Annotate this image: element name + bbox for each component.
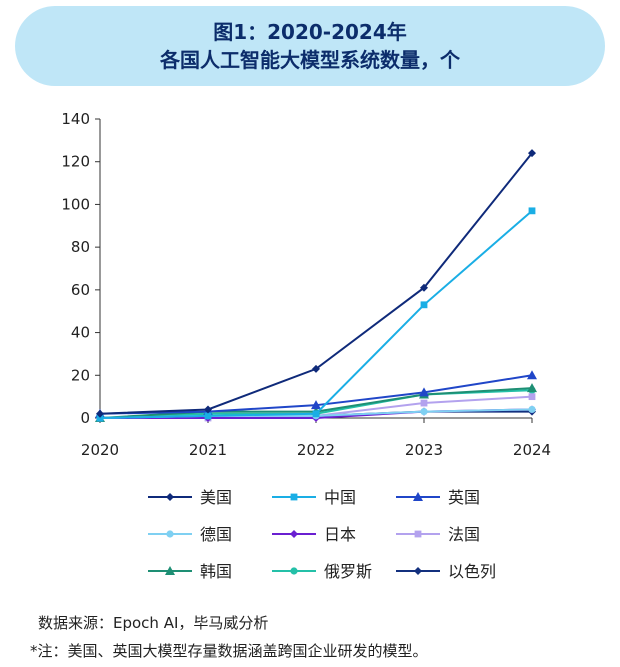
series-line-0 <box>99 152 533 415</box>
data-point-2-3 <box>419 387 429 397</box>
y-tick-label: 120 <box>61 153 90 171</box>
data-point-0-2 <box>312 364 320 373</box>
legend-label-8: 以色列 <box>448 562 496 581</box>
x-tick-label: 2023 <box>405 441 443 459</box>
legend-label-7: 俄罗斯 <box>324 562 372 581</box>
data-point-1-0 <box>96 414 104 422</box>
y-tick-label: 140 <box>61 110 90 128</box>
legend-label-0: 美国 <box>200 488 232 507</box>
x-tick-label: 2022 <box>297 441 335 459</box>
y-tick-label: 40 <box>71 324 90 342</box>
chart-title-line2: 各国人工智能大模型系统数量，个 <box>160 48 460 72</box>
y-tick-label: 80 <box>71 238 90 256</box>
legend-marker-8 <box>414 567 422 575</box>
legend-marker-0 <box>166 493 174 501</box>
legend-label-5: 法国 <box>448 525 480 544</box>
data-point-3-4 <box>528 405 536 414</box>
legend-marker-5 <box>414 530 422 538</box>
x-tick-label: 2024 <box>513 441 551 459</box>
data-source: 数据来源：Epoch AI，毕马威分析 <box>38 614 269 632</box>
data-point-1-4 <box>528 207 536 215</box>
legend-marker-1 <box>290 493 298 501</box>
y-tick-label: 20 <box>71 366 90 384</box>
data-point-2-4 <box>527 370 537 380</box>
legend-label-2: 英国 <box>448 488 480 507</box>
x-tick-label: 2020 <box>81 441 119 459</box>
chart-title-line1: 图1：2020-2024年 <box>213 20 407 44</box>
data-point-6-4 <box>527 383 537 393</box>
legend-label-4: 日本 <box>324 525 356 544</box>
data-point-5-4 <box>528 393 536 401</box>
x-tick-label: 2021 <box>189 441 227 459</box>
footnote: *注：美国、英国大模型存量数据涵盖跨国企业研发的模型。 <box>30 642 428 660</box>
data-point-3-3 <box>420 407 428 416</box>
data-point-1-3 <box>420 301 428 309</box>
data-point-0-3 <box>420 283 428 292</box>
data-point-0-1 <box>204 405 212 414</box>
legend-marker-6 <box>165 566 175 575</box>
legend-marker-4 <box>290 530 298 538</box>
y-tick-label: 0 <box>80 409 90 427</box>
series-line-1 <box>99 210 533 419</box>
data-point-1-2 <box>312 410 320 418</box>
legend-label-3: 德国 <box>200 525 232 544</box>
legend-marker-3 <box>166 530 174 538</box>
data-point-2-2 <box>311 400 321 410</box>
title-banner: 图1：2020-2024年 各国人工智能大模型系统数量，个 <box>15 6 605 86</box>
y-tick-label: 60 <box>71 281 90 299</box>
line-chart: 0 20 40 60 80 100 120 140 2020 2021 2022 2023 2024 美国… <box>61 110 551 581</box>
legend-marker-2 <box>413 492 423 501</box>
legend-label-1: 中国 <box>324 488 356 507</box>
data-point-5-3 <box>420 399 428 407</box>
data-point-1-1 <box>204 412 212 420</box>
legend-label-6: 韩国 <box>200 562 232 581</box>
legend-marker-7 <box>290 567 298 575</box>
y-tick-label: 100 <box>61 195 90 213</box>
data-point-0-4 <box>528 149 536 158</box>
data-point-0-0 <box>96 409 104 418</box>
